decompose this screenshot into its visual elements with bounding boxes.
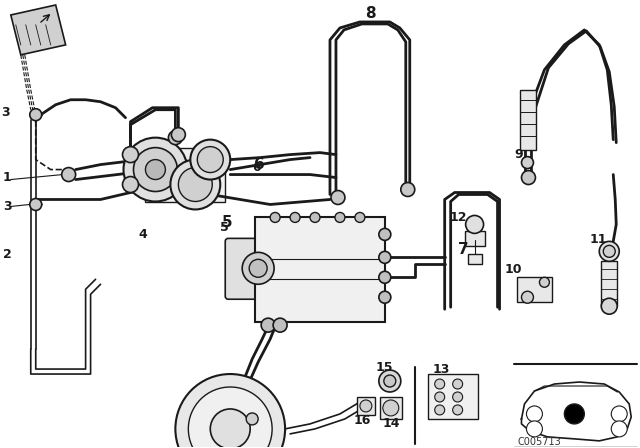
Circle shape — [379, 251, 391, 263]
Circle shape — [540, 277, 549, 287]
Text: 5: 5 — [220, 221, 229, 234]
Text: 3: 3 — [1, 106, 10, 119]
Text: 6: 6 — [254, 157, 265, 172]
Circle shape — [522, 291, 534, 303]
Bar — [357, 397, 375, 415]
Circle shape — [175, 374, 285, 448]
Circle shape — [401, 182, 415, 197]
Circle shape — [261, 318, 275, 332]
Circle shape — [124, 138, 188, 202]
Circle shape — [379, 370, 401, 392]
Circle shape — [522, 171, 536, 185]
Circle shape — [435, 379, 445, 389]
Circle shape — [452, 392, 463, 402]
Circle shape — [599, 241, 620, 261]
Text: 4: 4 — [138, 228, 147, 241]
Circle shape — [61, 168, 76, 181]
Circle shape — [211, 409, 250, 448]
Circle shape — [122, 177, 138, 193]
Circle shape — [379, 291, 391, 303]
Circle shape — [522, 157, 534, 168]
Circle shape — [145, 159, 165, 180]
Circle shape — [360, 400, 372, 412]
Bar — [145, 148, 225, 202]
Circle shape — [564, 404, 584, 424]
Circle shape — [331, 190, 345, 204]
Text: 13: 13 — [433, 362, 450, 375]
Text: 11: 11 — [589, 233, 607, 246]
Text: 7: 7 — [458, 242, 468, 257]
Text: 16: 16 — [354, 414, 371, 427]
Text: 8: 8 — [365, 6, 376, 22]
Text: 15: 15 — [376, 361, 394, 374]
Text: C005713: C005713 — [518, 437, 561, 447]
Circle shape — [527, 421, 543, 437]
Text: 6: 6 — [252, 161, 260, 174]
Circle shape — [383, 400, 399, 416]
Circle shape — [170, 159, 220, 210]
Circle shape — [310, 212, 320, 222]
Circle shape — [179, 168, 212, 202]
Text: 14: 14 — [383, 418, 401, 431]
Circle shape — [527, 406, 543, 422]
Circle shape — [29, 109, 42, 121]
Circle shape — [172, 128, 186, 142]
Bar — [255, 217, 385, 322]
Circle shape — [355, 212, 365, 222]
Bar — [520, 90, 536, 150]
Circle shape — [466, 215, 484, 233]
Text: 10: 10 — [504, 263, 522, 276]
Circle shape — [611, 406, 627, 422]
Circle shape — [379, 271, 391, 283]
Circle shape — [384, 375, 396, 387]
Circle shape — [435, 392, 445, 402]
Circle shape — [273, 318, 287, 332]
Bar — [468, 254, 481, 264]
Circle shape — [190, 140, 230, 180]
Circle shape — [601, 298, 617, 314]
Circle shape — [122, 146, 138, 163]
Circle shape — [242, 252, 274, 284]
Circle shape — [246, 413, 258, 425]
Circle shape — [29, 198, 42, 211]
Bar — [380, 397, 402, 419]
Circle shape — [249, 259, 267, 277]
Text: 2: 2 — [3, 248, 12, 261]
Text: 5: 5 — [222, 215, 233, 230]
Circle shape — [611, 421, 627, 437]
Text: 9: 9 — [515, 148, 523, 161]
Circle shape — [168, 131, 182, 145]
Text: 1: 1 — [3, 171, 12, 184]
Circle shape — [435, 405, 445, 415]
Circle shape — [452, 379, 463, 389]
Bar — [518, 277, 552, 302]
Polygon shape — [11, 5, 66, 55]
Circle shape — [197, 146, 223, 172]
Circle shape — [604, 246, 615, 257]
Circle shape — [379, 228, 391, 241]
Circle shape — [452, 405, 463, 415]
Circle shape — [335, 212, 345, 222]
Circle shape — [290, 212, 300, 222]
Bar — [465, 232, 484, 246]
Circle shape — [188, 387, 272, 448]
Bar — [601, 261, 617, 306]
Text: 3: 3 — [3, 200, 12, 213]
Circle shape — [270, 212, 280, 222]
Bar — [428, 374, 477, 419]
Circle shape — [134, 148, 177, 191]
FancyBboxPatch shape — [225, 238, 291, 299]
Text: 12: 12 — [450, 211, 467, 224]
